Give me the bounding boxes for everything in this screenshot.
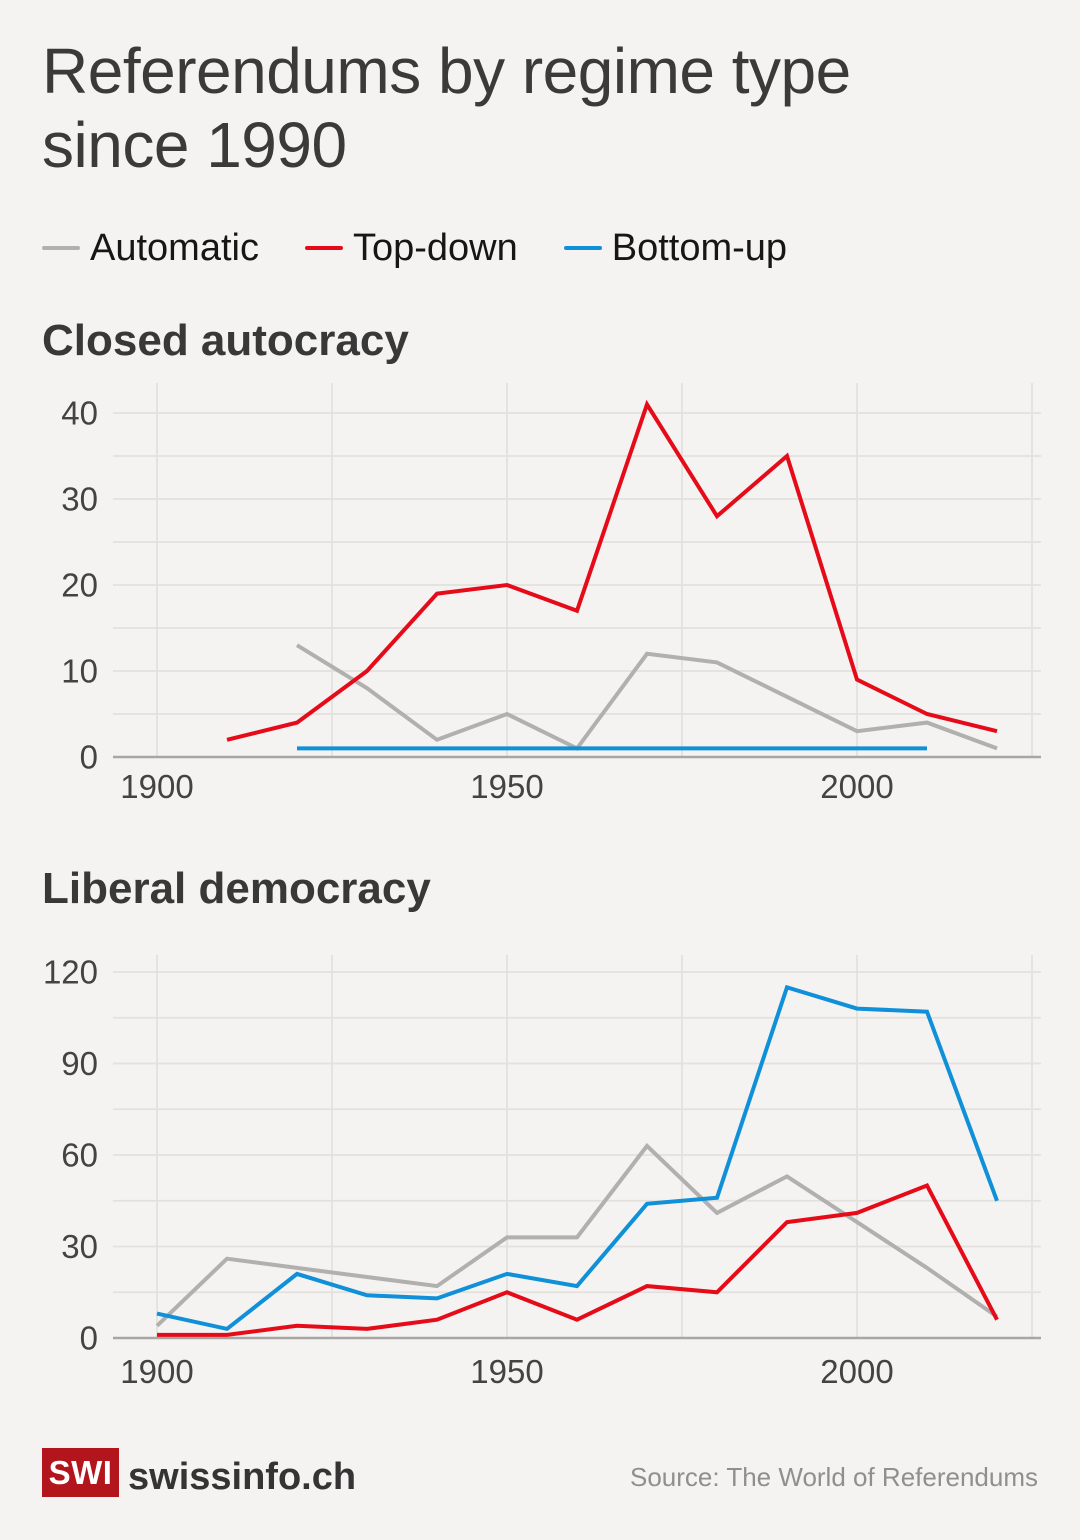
- y-tick-label: 0: [80, 739, 98, 776]
- x-tick-label: 2000: [820, 1353, 893, 1389]
- line-chart-liberal-democracy: 0 30 60 90 120 1900 1950 2000: [43, 955, 1041, 1389]
- y-tick-label: 60: [61, 1137, 98, 1174]
- swi-logo: SWI: [42, 1448, 119, 1497]
- source-attribution: Source: The World of Referendums: [629, 1462, 1038, 1492]
- x-tick-label: 1900: [120, 768, 193, 805]
- y-tick-label: 20: [61, 567, 98, 604]
- legend-label-automatic: Automatic: [90, 227, 259, 269]
- chart-liberal-democracy: 0 30 60 90 120 1900 1950 2000: [0, 955, 1080, 1389]
- x-tick-label: 1900: [120, 1353, 193, 1389]
- legend-dash-bottom-up-icon: [563, 246, 602, 250]
- legend-label-bottom-up: Bottom-up: [611, 227, 788, 269]
- legend-item-bottom-up: Bottom-up: [563, 226, 788, 270]
- legend-item-top-down: Top-down: [304, 226, 518, 270]
- series-line-automatic: [155, 1142, 999, 1328]
- y-tick-label: 30: [61, 481, 98, 518]
- series-line-top-down: [157, 1182, 999, 1337]
- x-tick-label: 2000: [820, 768, 893, 805]
- y-tick-label: 0: [80, 1320, 98, 1357]
- y-tick-label: 120: [43, 955, 98, 991]
- series-line-bottom-up: [156, 984, 999, 1332]
- chart-legend: Automatic Top-down Bottom-up: [42, 226, 787, 270]
- page-title: Referendums by regime type since 1990: [42, 35, 851, 181]
- swi-logo-text: SWI: [48, 1453, 113, 1491]
- legend-dash-automatic-icon: [42, 246, 80, 250]
- series-line-automatic: [295, 643, 998, 751]
- line-chart-closed-autocracy: 0 10 20 30 40 1900 1950 2000: [61, 383, 1041, 805]
- y-tick-label: 10: [61, 653, 98, 690]
- legend-label-top-down: Top-down: [352, 227, 518, 269]
- brand-name: swissinfo.ch: [128, 1456, 357, 1498]
- legend-item-automatic: Automatic: [42, 226, 259, 270]
- y-tick-label: 40: [61, 395, 98, 432]
- chart-title-liberal-democracy: Liberal democracy: [42, 864, 431, 913]
- footer: SWI swissinfo.ch Source: The World of Re…: [0, 1448, 1080, 1498]
- y-tick-label: 90: [61, 1045, 98, 1082]
- chart-title-closed-autocracy: Closed autocracy: [42, 316, 409, 365]
- x-tick-label: 1950: [470, 1353, 543, 1389]
- legend-dash-top-down-icon: [304, 246, 343, 250]
- series-line-top-down: [226, 399, 998, 742]
- x-tick-label: 1950: [470, 768, 543, 805]
- y-tick-label: 30: [61, 1228, 98, 1265]
- chart-closed-autocracy: 0 10 20 30 40 1900 1950 2000: [0, 373, 1080, 807]
